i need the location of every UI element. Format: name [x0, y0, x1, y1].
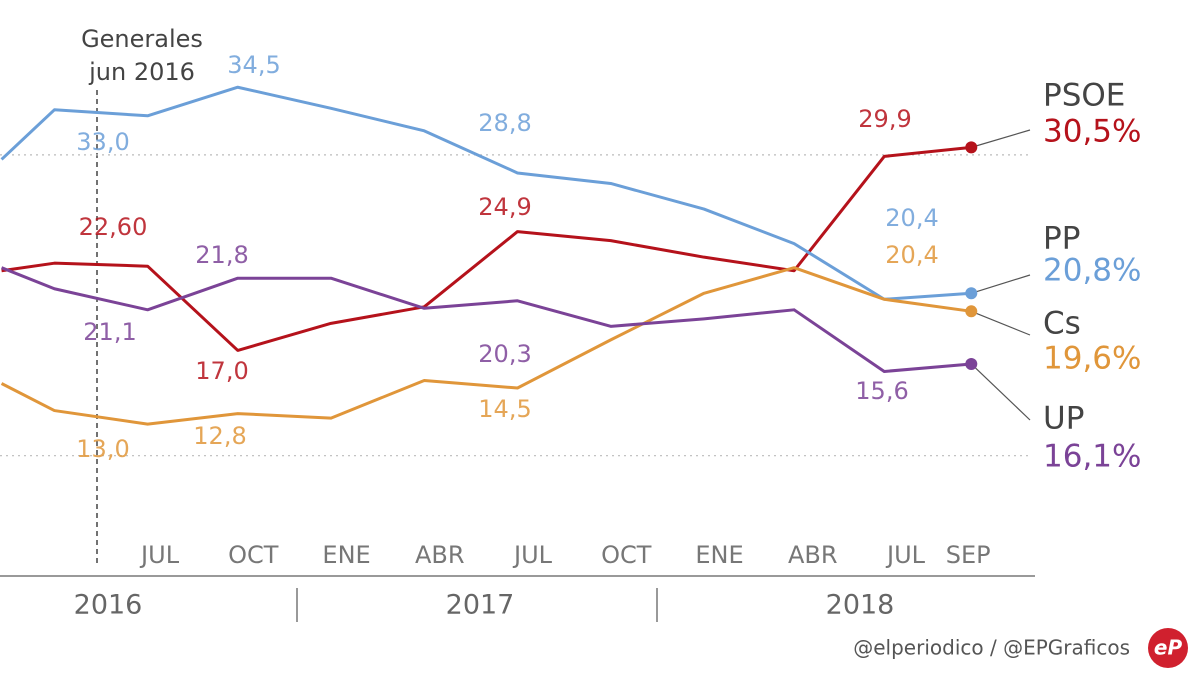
- x-tick-label: ABR: [415, 541, 465, 569]
- year-label: 2017: [446, 590, 515, 621]
- x-tick-label: ENE: [695, 541, 743, 569]
- data-label: 20,3: [478, 340, 531, 368]
- legend-name: UP: [1043, 401, 1084, 437]
- logo-badge: [1148, 628, 1188, 668]
- series-line: [0, 266, 972, 426]
- x-tick-label: JUL: [139, 541, 180, 569]
- x-tick-label: JUL: [885, 541, 926, 569]
- data-label: 14,5: [478, 395, 531, 423]
- data-label: 28,8: [478, 109, 531, 137]
- leader-line: [971, 274, 1031, 294]
- annotation: jun 2016: [88, 58, 195, 86]
- x-tick-label: ENE: [322, 541, 370, 569]
- data-label: 20,4: [885, 241, 938, 269]
- end-point: [965, 287, 978, 300]
- end-point: [965, 357, 978, 370]
- data-label: 17,0: [195, 357, 248, 385]
- legend-value: 19,6%: [1043, 341, 1141, 377]
- data-label: 12,8: [193, 422, 246, 450]
- series-line: [0, 85, 972, 301]
- legend-value: 16,1%: [1043, 439, 1141, 475]
- leader-line: [971, 129, 1031, 148]
- leader-line: [971, 310, 1031, 336]
- legend-value: 30,5%: [1043, 114, 1141, 150]
- series-line: [1, 145, 972, 352]
- data-label: 33,0: [76, 128, 129, 156]
- legend-name: PP: [1043, 221, 1080, 257]
- data-label: 22,60: [79, 213, 148, 241]
- x-tick-label: SEP: [946, 541, 991, 569]
- data-label: 21,8: [195, 241, 248, 269]
- year-label: 2018: [826, 590, 895, 621]
- data-label: 24,9: [478, 193, 531, 221]
- source: @elperiodico / @EPGraficos: [853, 636, 1130, 660]
- legend-name: PSOE: [1043, 78, 1125, 114]
- x-tick-label: ABR: [788, 541, 838, 569]
- data-label: 20,4: [885, 204, 938, 232]
- data-label: 21,1: [83, 318, 136, 346]
- data-label: 34,5: [227, 51, 280, 79]
- end-point: [965, 141, 978, 154]
- legend-name: Cs: [1043, 306, 1081, 342]
- annotation: Generales: [81, 25, 203, 53]
- end-point: [965, 305, 978, 318]
- logo: eP: [1154, 636, 1183, 660]
- legend-value: 20,8%: [1043, 253, 1141, 289]
- data-label: 15,6: [855, 377, 908, 405]
- data-label: 29,9: [858, 105, 911, 133]
- x-tick-label: OCT: [601, 541, 652, 569]
- data-label: 13,0: [76, 435, 129, 463]
- x-tick-label: JUL: [512, 541, 553, 569]
- x-tick-label: OCT: [228, 541, 279, 569]
- series-line: [0, 266, 972, 373]
- leader-line: [970, 363, 1031, 421]
- year-label: 2016: [74, 590, 143, 621]
